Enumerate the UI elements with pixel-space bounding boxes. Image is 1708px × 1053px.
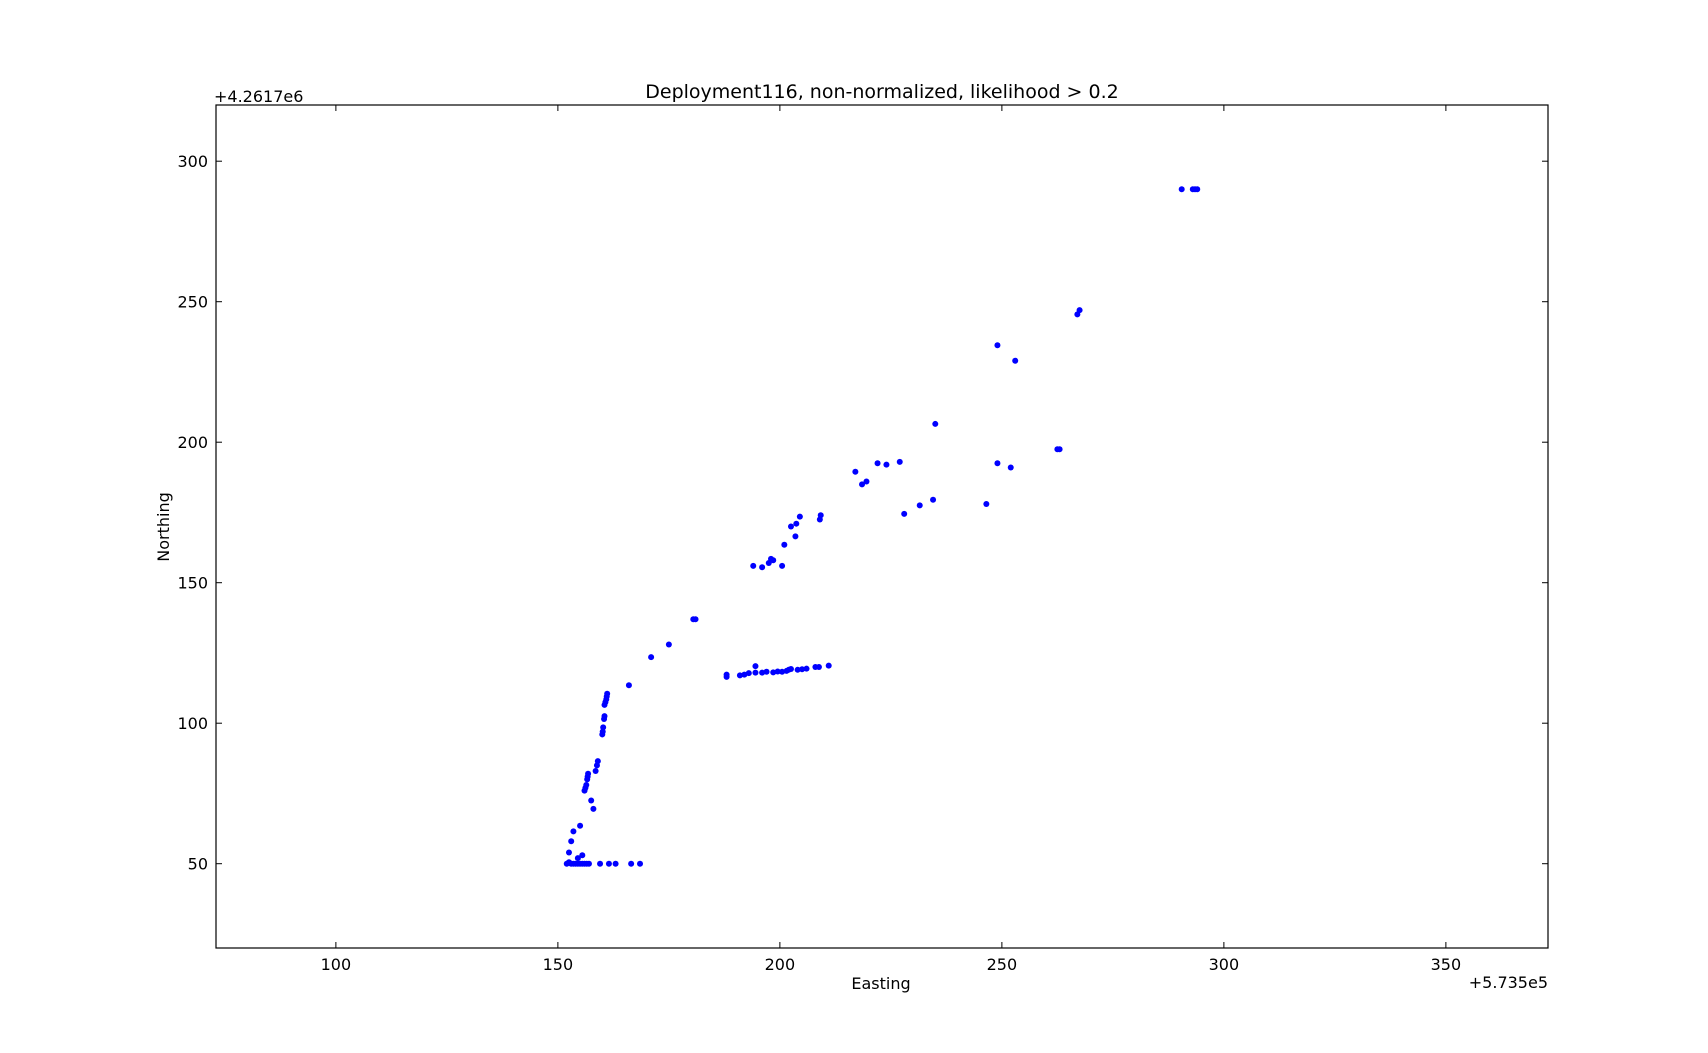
- x-axis-label: Easting: [851, 974, 910, 993]
- x-tick-label: 350: [1431, 955, 1462, 974]
- data-point: [570, 828, 577, 835]
- data-point: [750, 562, 757, 569]
- data-point: [932, 420, 939, 427]
- x-offset-label: +5.735e5: [1469, 973, 1548, 992]
- y-offset-label: +4.2617e6: [214, 87, 303, 106]
- data-point: [648, 654, 655, 661]
- data-point: [601, 713, 608, 720]
- data-point: [604, 690, 611, 697]
- x-tick-label: 200: [765, 955, 796, 974]
- data-point: [577, 822, 584, 829]
- data-point: [787, 523, 794, 530]
- data-point: [817, 512, 824, 519]
- points-layer: [563, 186, 1201, 867]
- data-point: [579, 852, 586, 859]
- data-point: [852, 468, 859, 475]
- data-point: [565, 849, 572, 856]
- data-point: [590, 805, 597, 812]
- data-point: [896, 458, 903, 465]
- y-tick-label: 150: [177, 574, 208, 593]
- data-point: [588, 797, 595, 804]
- data-point: [1012, 357, 1019, 364]
- data-point: [781, 541, 788, 548]
- y-tick-label: 250: [177, 293, 208, 312]
- data-point: [752, 663, 759, 670]
- x-tick-label: 150: [543, 955, 574, 974]
- data-point: [1076, 307, 1083, 314]
- data-point: [994, 342, 1001, 349]
- x-tick-label: 300: [1209, 955, 1240, 974]
- data-point: [585, 860, 592, 867]
- data-point: [796, 513, 803, 520]
- data-point: [723, 671, 730, 678]
- data-point: [803, 665, 810, 672]
- data-point: [794, 666, 801, 673]
- data-point: [625, 682, 632, 689]
- data-point: [736, 672, 743, 679]
- data-point: [930, 496, 937, 503]
- data-point: [585, 770, 592, 777]
- chart-title: Deployment116, non-normalized, likelihoo…: [645, 81, 1118, 103]
- data-point: [859, 481, 866, 488]
- data-point: [574, 855, 581, 862]
- data-point: [787, 665, 794, 672]
- data-point: [770, 669, 777, 676]
- y-tick-label: 50: [188, 855, 208, 874]
- data-point: [883, 461, 890, 468]
- data-point: [1178, 186, 1185, 193]
- data-point: [799, 666, 806, 673]
- data-point: [916, 502, 923, 509]
- data-point: [752, 669, 759, 676]
- data-point: [759, 564, 766, 571]
- data-point: [793, 520, 800, 527]
- data-point: [592, 767, 599, 774]
- data-point: [779, 668, 786, 675]
- data-point: [692, 616, 699, 623]
- data-point: [628, 860, 635, 867]
- y-tick-label: 300: [177, 152, 208, 171]
- data-point: [774, 668, 781, 675]
- y-tick-label: 200: [177, 433, 208, 452]
- data-point: [665, 641, 672, 648]
- data-point: [983, 501, 990, 508]
- data-point: [759, 669, 766, 676]
- ticks-layer: 100 150 200 250 300 350 50 100 150 200 250 300: [177, 105, 1548, 974]
- data-point: [825, 662, 832, 669]
- y-axis-label: Northing: [154, 492, 173, 562]
- data-point: [612, 860, 619, 867]
- data-point: [779, 562, 786, 569]
- x-tick-label: 100: [321, 955, 352, 974]
- data-point: [1056, 446, 1063, 453]
- data-point: [874, 460, 881, 467]
- x-tick-label: 250: [987, 955, 1018, 974]
- data-point: [583, 782, 590, 789]
- data-point: [901, 510, 908, 517]
- y-tick-label: 100: [177, 714, 208, 733]
- data-point: [815, 664, 822, 670]
- data-point: [863, 478, 870, 485]
- data-point: [1007, 464, 1014, 471]
- data-point: [637, 860, 644, 867]
- data-point: [605, 860, 612, 867]
- plot-frame: [215, 104, 1549, 949]
- data-point: [597, 860, 604, 867]
- data-point: [594, 758, 601, 765]
- data-point: [600, 724, 607, 731]
- data-point: [763, 668, 770, 675]
- data-point: [770, 557, 777, 564]
- data-point: [568, 838, 575, 845]
- data-point: [792, 533, 799, 540]
- data-point: [745, 670, 752, 677]
- data-point: [994, 460, 1001, 467]
- data-point: [1194, 186, 1201, 193]
